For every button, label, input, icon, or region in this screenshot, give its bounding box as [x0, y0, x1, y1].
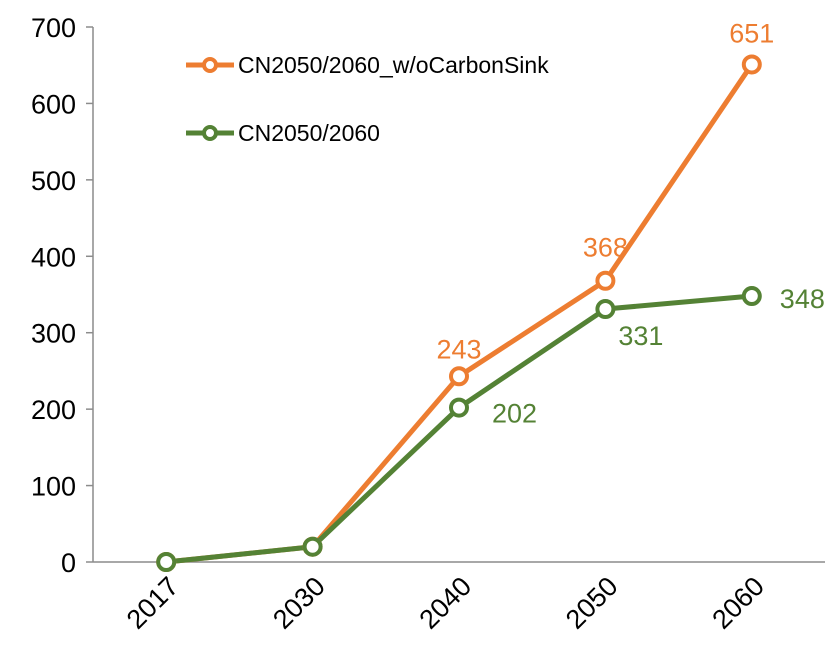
x-tick-label: 2060: [706, 571, 770, 635]
x-axis: 2017 2030 2040 2050 2060: [93, 561, 825, 635]
legend-swatch-marker: [202, 125, 218, 141]
legend-label: CN2050/2060: [238, 120, 380, 146]
series-0-point: [449, 366, 469, 387]
y-tick-label: 600: [31, 89, 76, 119]
series-0-point: [595, 270, 616, 291]
y-axis: 0 100 200 300 400 500 600 700: [31, 13, 94, 578]
series-1-point: [156, 552, 177, 572]
y-tick-label: 400: [31, 242, 76, 272]
x-tick-label: 2040: [414, 571, 478, 635]
legend-label: CN2050/2060_w/oCarbonSink: [238, 52, 549, 78]
data-label: 368: [583, 233, 628, 263]
x-tick-label: 2050: [560, 571, 624, 635]
series-1-point: [449, 397, 469, 418]
series-1-point: [741, 286, 762, 307]
data-label: 651: [729, 18, 774, 48]
data-label: 243: [436, 334, 481, 364]
x-tick-label: 2017: [121, 571, 185, 635]
legend: CN2050/2060_w/oCarbonSink CN2050/2060: [186, 52, 549, 146]
series-group: [156, 54, 762, 572]
legend-swatch-marker: [202, 57, 218, 73]
y-tick-label: 500: [31, 166, 76, 196]
y-tick-label: 100: [31, 472, 76, 502]
series-0-point: [741, 54, 762, 75]
y-tick-label: 200: [31, 395, 76, 425]
y-tick-label: 300: [31, 319, 76, 349]
series-1-point: [302, 536, 323, 557]
series-1-point: [595, 299, 616, 320]
data-label: 331: [618, 321, 663, 351]
x-tick-label: 2030: [267, 571, 331, 635]
y-tick-label: 700: [31, 13, 76, 43]
data-label: 348: [780, 284, 825, 314]
y-tick-label: 0: [61, 548, 76, 578]
data-labels: 243 368 651 202 331 348: [436, 18, 824, 428]
data-label: 202: [492, 399, 537, 429]
